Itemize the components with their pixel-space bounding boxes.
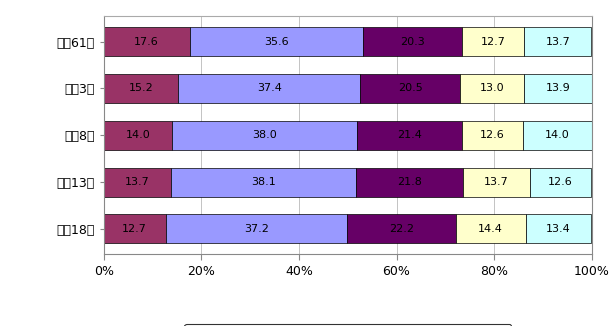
Bar: [356, 168, 463, 197]
Bar: [461, 74, 524, 103]
Text: 37.4: 37.4: [257, 83, 282, 94]
Text: 13.4: 13.4: [546, 224, 571, 234]
Text: 13.7: 13.7: [125, 177, 149, 187]
Text: 38.1: 38.1: [251, 177, 276, 187]
Text: 17.6: 17.6: [134, 37, 159, 47]
Bar: [462, 121, 523, 150]
Bar: [364, 27, 462, 56]
Text: 13.0: 13.0: [480, 83, 504, 94]
Text: 15.2: 15.2: [129, 83, 153, 94]
Text: 20.3: 20.3: [401, 37, 425, 47]
Text: 37.2: 37.2: [244, 224, 269, 234]
Text: 38.0: 38.0: [253, 130, 277, 140]
Text: 13.7: 13.7: [545, 37, 570, 47]
Bar: [347, 215, 456, 244]
Text: 20.5: 20.5: [398, 83, 423, 94]
Text: 12.7: 12.7: [481, 37, 506, 47]
Bar: [104, 27, 190, 56]
Bar: [172, 121, 357, 150]
Text: 21.8: 21.8: [397, 177, 422, 187]
Text: 22.2: 22.2: [389, 224, 414, 234]
Bar: [104, 215, 166, 244]
Text: 14.4: 14.4: [478, 224, 503, 234]
Bar: [178, 74, 361, 103]
Bar: [463, 168, 529, 197]
Bar: [529, 168, 591, 197]
Text: 21.4: 21.4: [397, 130, 422, 140]
Text: 35.6: 35.6: [264, 37, 289, 47]
Text: 12.6: 12.6: [480, 130, 505, 140]
Bar: [456, 215, 526, 244]
Text: 13.9: 13.9: [545, 83, 570, 94]
Text: 12.7: 12.7: [122, 224, 147, 234]
Text: 14.0: 14.0: [545, 130, 570, 140]
Bar: [526, 215, 591, 244]
Bar: [104, 168, 171, 197]
Bar: [361, 74, 461, 103]
Bar: [171, 168, 356, 197]
Bar: [462, 27, 525, 56]
Bar: [357, 121, 462, 150]
Bar: [525, 27, 591, 56]
Text: 13.7: 13.7: [484, 177, 509, 187]
Text: 12.6: 12.6: [548, 177, 573, 187]
Bar: [524, 74, 592, 103]
Bar: [523, 121, 592, 150]
Bar: [104, 74, 178, 103]
Bar: [104, 121, 172, 150]
Legend: 1～4人, 5～29人, 30～99人, 100～299人, 300以上: 1～4人, 5～29人, 30～99人, 100～299人, 300以上: [184, 323, 511, 326]
Text: 14.0: 14.0: [126, 130, 150, 140]
Bar: [190, 27, 364, 56]
Bar: [166, 215, 347, 244]
